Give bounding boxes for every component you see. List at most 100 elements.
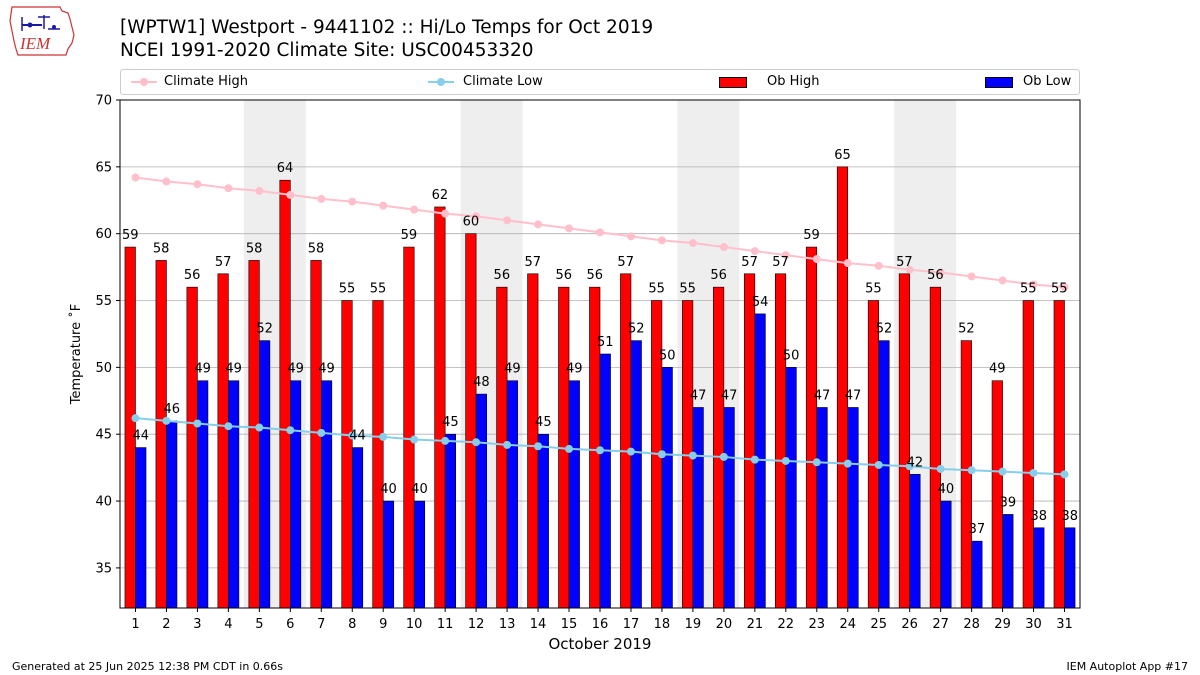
x-tick-label: 23: [809, 617, 826, 632]
bar-ob-high: [217, 273, 229, 609]
label-ob-high: 57: [617, 255, 634, 270]
y-axis-label: Temperature ˚F: [68, 304, 84, 405]
climate-low-point: [998, 467, 1007, 476]
footer-generated: Generated at 25 Jun 2025 12:38 PM CDT in…: [12, 660, 284, 673]
legend-swatch-climate-high: [131, 78, 157, 86]
label-ob-low: 49: [318, 362, 335, 377]
x-tick-label: 29: [994, 617, 1011, 632]
chart-title: [WPTW1] Westport - 9441102 :: Hi/Lo Temp…: [120, 17, 654, 38]
x-tick-label: 11: [437, 617, 454, 632]
climate-high-point: [688, 239, 697, 248]
legend-item-ob-low: Ob Low: [121, 70, 1079, 94]
label-ob-high: 56: [927, 268, 944, 283]
bar-ob-low: [568, 380, 580, 609]
label-ob-low: 45: [535, 415, 552, 430]
label-ob-low: 42: [907, 455, 924, 470]
climate-high-point: [998, 276, 1007, 285]
label-ob-high: 49: [989, 362, 1006, 377]
bar-ob-high: [341, 300, 353, 609]
bar-ob-low: [475, 393, 487, 609]
climate-high-point: [657, 236, 666, 245]
label-ob-low: 38: [1062, 509, 1079, 524]
bar-ob-high: [465, 233, 477, 609]
climate-high-point: [874, 261, 883, 270]
bar-ob-high: [403, 246, 415, 609]
bar-ob-low: [940, 500, 952, 609]
label-ob-high: 57: [772, 255, 789, 270]
climate-low-point: [410, 435, 419, 444]
x-tick-label: 24: [839, 617, 856, 632]
climate-low-point: [565, 444, 574, 453]
label-ob-high: 58: [153, 241, 170, 256]
bar-ob-low: [1064, 527, 1076, 609]
climate-low-point: [162, 416, 171, 425]
x-tick-label: 26: [901, 617, 918, 632]
climate-high-point: [534, 220, 543, 229]
x-tick-label: 22: [778, 617, 795, 632]
x-tick-label: 1: [131, 617, 139, 632]
x-tick-label: 19: [685, 617, 702, 632]
legend-item-ob-high: Ob High: [121, 70, 1079, 94]
x-tick-label: 17: [623, 617, 640, 632]
bar-ob-high: [960, 340, 972, 609]
bar-ob-low: [661, 367, 673, 609]
climate-low-point: [781, 456, 790, 465]
label-ob-high: 58: [246, 241, 263, 256]
label-ob-low: 46: [163, 402, 180, 417]
label-ob-high: 55: [679, 282, 696, 297]
climate-high-point: [719, 243, 728, 252]
label-ob-low: 45: [442, 415, 459, 430]
legend-swatch-climate-low: [428, 78, 454, 86]
climate-low-point: [750, 455, 759, 464]
label-ob-high: 52: [958, 322, 975, 337]
label-ob-high: 57: [896, 255, 913, 270]
climate-high-point: [131, 173, 140, 182]
climate-low-point: [967, 466, 976, 475]
climate-low-point: [379, 432, 388, 441]
climate-low-point: [936, 464, 945, 473]
climate-low-point: [286, 426, 295, 435]
climate-low-point: [131, 414, 140, 423]
climate-high-point: [565, 224, 574, 233]
label-ob-low: 49: [194, 362, 211, 377]
x-tick-label: 7: [317, 617, 325, 632]
label-ob-high: 56: [494, 268, 511, 283]
label-ob-high: 56: [586, 268, 603, 283]
label-ob-high: 56: [184, 268, 201, 283]
climate-high-point: [162, 177, 171, 186]
bar-ob-low: [909, 474, 921, 609]
label-ob-low: 47: [814, 388, 831, 403]
bar-ob-high: [836, 166, 849, 609]
x-tick-label: 3: [193, 617, 201, 632]
climate-low-point: [688, 451, 697, 460]
y-tick-label: 50: [95, 361, 112, 376]
label-ob-high: 55: [865, 282, 882, 297]
logo-text: IEM: [19, 34, 51, 53]
bar-ob-high: [372, 300, 384, 609]
climate-low-point: [534, 442, 543, 451]
label-ob-low: 52: [876, 322, 893, 337]
label-ob-high: 56: [555, 268, 572, 283]
climate-low-point: [812, 458, 821, 467]
bar-ob-high: [279, 179, 291, 609]
bar-ob-low: [290, 380, 302, 609]
chart-subtitle: NCEI 1991-2020 Climate Site: USC00453320: [120, 40, 534, 61]
x-tick-label: 16: [592, 617, 609, 632]
climate-high-point: [843, 259, 852, 268]
y-tick-label: 60: [95, 227, 112, 242]
climate-low-point: [1029, 468, 1038, 477]
x-tick-label: 12: [468, 617, 485, 632]
climate-high-point: [596, 228, 604, 237]
climate-low-point: [657, 450, 666, 459]
climate-high-point: [379, 201, 388, 210]
bar-ob-high: [805, 246, 818, 609]
bar-ob-low: [413, 500, 426, 609]
climate-high-point: [812, 255, 821, 264]
x-tick-label: 10: [406, 617, 423, 632]
climate-low-point: [441, 436, 450, 445]
x-tick-label: 9: [379, 617, 387, 632]
climate-high-point: [1060, 283, 1069, 292]
legend-label-climate-high: Climate High: [164, 74, 249, 89]
label-ob-low: 52: [628, 322, 645, 337]
